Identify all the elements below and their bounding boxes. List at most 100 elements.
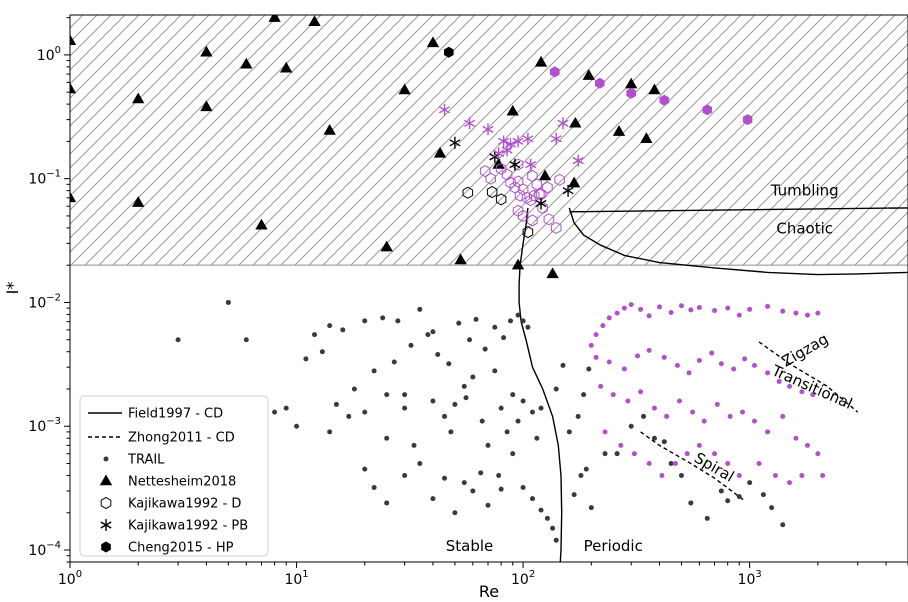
trail-point <box>515 312 521 318</box>
kajikawa1992-d-point <box>550 221 562 234</box>
trail-point-purple <box>593 354 599 360</box>
trail-point <box>479 418 485 424</box>
trail-point <box>520 318 526 324</box>
kajikawa1992-pb-point <box>449 136 461 149</box>
trail-point-purple <box>606 359 612 365</box>
trail-point-purple <box>787 383 793 389</box>
kajikawa1992-pb-point <box>493 147 505 160</box>
trail-point-purple <box>804 442 810 448</box>
kajikawa1992-pb-point <box>562 184 574 197</box>
trail-point <box>651 435 657 441</box>
trail-point <box>492 368 498 374</box>
kajikawa1992-d-point <box>495 193 507 206</box>
trail-point <box>628 423 634 429</box>
field1997-cd-line <box>569 207 908 213</box>
nettesheim2018-point <box>70 82 77 94</box>
trail-point <box>384 435 390 441</box>
kajikawa1992-pb-point <box>482 123 494 136</box>
trail-point <box>498 486 504 492</box>
nettesheim2018-point <box>70 191 77 203</box>
trail-point <box>463 395 469 401</box>
hatch-fill <box>70 15 908 266</box>
trail-point <box>780 522 786 528</box>
kajikawa1992-pb-point <box>572 154 584 167</box>
trail-point-purple <box>765 429 771 435</box>
trail-point-purple <box>674 362 680 368</box>
trail-point-purple <box>635 353 641 359</box>
trail-point <box>402 392 408 398</box>
trail-point-purple <box>712 308 718 314</box>
x-tick-label: 101 <box>284 569 308 588</box>
trail-point-purple <box>600 323 606 329</box>
trail-point <box>327 429 333 435</box>
trail-point-purple <box>588 342 594 348</box>
trail-point-purple <box>780 413 786 419</box>
kajikawa1992-pb-point <box>512 135 524 148</box>
legend-label: Nettesheim2018 <box>128 475 236 490</box>
trail-point <box>371 368 377 374</box>
trail-point <box>425 332 431 338</box>
nettesheim2018-point <box>612 125 626 136</box>
trail-point-purple <box>765 303 771 309</box>
legend-label: TRAIL <box>127 453 165 468</box>
trail-point <box>442 475 448 481</box>
trail-point-purple <box>701 418 707 424</box>
trail-point-purple <box>659 472 665 478</box>
trail-point-purple <box>668 309 674 315</box>
trail-point-purple <box>656 304 662 310</box>
kajikawa1992-pb-point <box>535 197 547 210</box>
trail-point <box>461 383 467 389</box>
trail-point <box>482 346 488 352</box>
nettesheim2018-point <box>454 253 467 265</box>
x-tick-label: 102 <box>511 569 535 588</box>
kajikawa1992-d-point <box>486 185 498 199</box>
trail-point-purple <box>696 442 702 448</box>
trail-point <box>704 515 710 521</box>
trail-point <box>498 405 504 411</box>
trail-point <box>718 488 724 494</box>
data-points <box>70 15 826 543</box>
trail-point-purple <box>672 460 678 466</box>
trail-point <box>448 429 454 435</box>
trail-point <box>525 324 531 330</box>
trail-point-purple <box>799 389 805 395</box>
trail-point <box>303 356 309 362</box>
nettesheim2018-point <box>511 258 525 270</box>
plot-frame <box>69 14 908 563</box>
trail-point <box>571 492 577 498</box>
trail-point-purple <box>799 472 805 478</box>
trail-point-purple <box>628 302 634 308</box>
x-tick-label: 103 <box>738 569 762 588</box>
trail-point-purple <box>678 303 684 309</box>
trail-point-purple <box>725 305 731 311</box>
trail-point <box>661 439 667 445</box>
nettesheim2018-point <box>640 132 653 144</box>
kajikawa1992-pb-point <box>504 138 517 151</box>
trail-point <box>351 386 357 392</box>
nettesheim2018-point <box>582 69 595 80</box>
trail-point <box>578 472 584 478</box>
field1997-cd-line <box>568 207 908 276</box>
y-axis-ticks: 10−4 10−3 10−2 10−1 100 <box>28 17 70 563</box>
legend-entry: Kajikawa1992 - PB <box>100 519 248 534</box>
cheng2015-hp-point <box>444 46 454 58</box>
trail-point <box>520 484 526 490</box>
trail-point <box>408 342 414 348</box>
trail-point <box>678 472 684 478</box>
kajikawa1992-d-point <box>522 226 534 239</box>
trail-point <box>614 451 620 457</box>
trail-point <box>225 299 231 305</box>
y-tick-label: 10−1 <box>28 169 61 188</box>
y-tick-label: 10−2 <box>28 292 61 311</box>
trail-point-purple <box>810 392 816 398</box>
trail-point-purple <box>638 306 644 312</box>
kajikawa1992-d-point <box>542 181 553 194</box>
kajikawa1992-pb-point <box>498 135 510 148</box>
trail-point-purple <box>731 366 737 372</box>
trail-point-purple <box>736 472 742 478</box>
trail-point-purple <box>593 332 599 338</box>
kajikawa1992-pb-point <box>557 117 569 130</box>
trail-point <box>520 398 526 404</box>
trail-point <box>362 318 368 324</box>
trail-point <box>311 332 317 338</box>
